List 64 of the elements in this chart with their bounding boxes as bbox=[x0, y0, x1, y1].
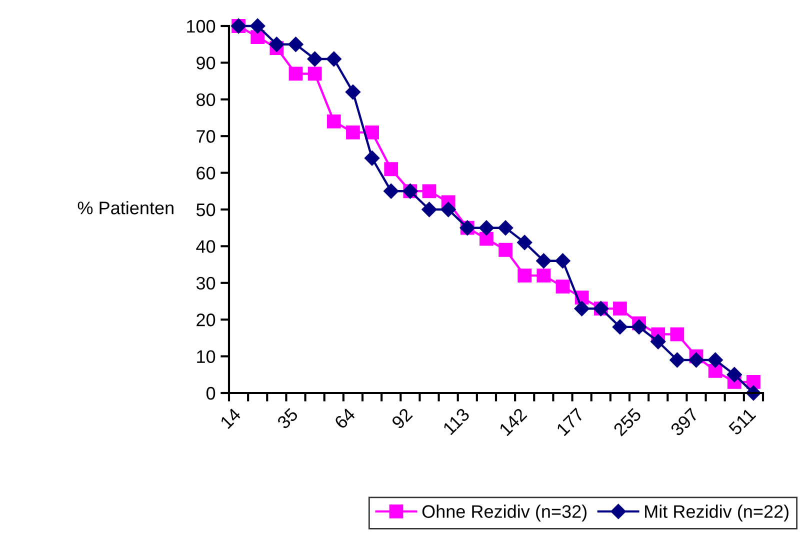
point bbox=[250, 18, 266, 34]
y-tick-label: 80 bbox=[196, 93, 216, 106]
point bbox=[574, 301, 590, 316]
x-tick-label: 511 bbox=[728, 408, 756, 436]
y-tick-label: 0 bbox=[206, 386, 216, 400]
y-tick-label: 90 bbox=[196, 56, 216, 70]
point bbox=[708, 364, 722, 378]
y-tick-label: 70 bbox=[196, 130, 216, 143]
y-tick-label: 50 bbox=[196, 203, 216, 216]
point bbox=[631, 319, 647, 335]
point bbox=[708, 352, 723, 368]
x-tick-label: 113 bbox=[442, 407, 470, 436]
point bbox=[326, 114, 341, 128]
point bbox=[498, 220, 514, 236]
point bbox=[650, 334, 666, 350]
point bbox=[670, 327, 684, 342]
point bbox=[365, 125, 379, 140]
y-axis-title: % Patienten bbox=[78, 201, 174, 214]
point bbox=[613, 302, 627, 316]
point bbox=[517, 234, 532, 250]
point bbox=[556, 280, 570, 294]
legend-label: Mit Rezidiv (n=22) bbox=[645, 504, 788, 522]
point bbox=[498, 242, 512, 257]
x-tick-label: 142 bbox=[498, 407, 528, 436]
point bbox=[612, 319, 628, 335]
point bbox=[422, 184, 436, 198]
point bbox=[536, 268, 551, 283]
point bbox=[364, 150, 380, 166]
y-tick-label: 30 bbox=[196, 276, 216, 290]
point bbox=[384, 184, 399, 199]
point bbox=[536, 253, 552, 268]
point bbox=[726, 367, 742, 382]
point bbox=[308, 66, 322, 81]
point bbox=[345, 84, 361, 100]
point bbox=[518, 268, 532, 283]
point bbox=[307, 51, 322, 67]
x-tick-label: 92 bbox=[390, 407, 413, 430]
x-tick-label: 397 bbox=[670, 407, 700, 437]
point bbox=[440, 202, 456, 218]
point bbox=[422, 202, 437, 218]
legend-label: Ohne Rezidiv (n=32) bbox=[422, 504, 587, 522]
point bbox=[478, 220, 494, 236]
y-tick-label: 40 bbox=[196, 240, 216, 253]
point bbox=[670, 352, 685, 368]
point bbox=[688, 352, 704, 368]
y-tick-label: 20 bbox=[196, 314, 216, 326]
point bbox=[326, 51, 342, 67]
point bbox=[746, 375, 760, 389]
x-tick-label: 255 bbox=[612, 407, 642, 437]
x-tick-label: 64 bbox=[334, 407, 356, 430]
point bbox=[346, 125, 360, 140]
point bbox=[288, 36, 304, 52]
point bbox=[384, 162, 398, 176]
y-tick-label: 60 bbox=[196, 166, 216, 180]
point bbox=[288, 66, 303, 81]
x-tick-label: 177 bbox=[556, 408, 584, 436]
point bbox=[250, 30, 265, 44]
x-tick-label: 35 bbox=[276, 407, 299, 430]
y-tick-label: 10 bbox=[197, 350, 216, 364]
y-tick-label: 100 bbox=[187, 20, 216, 33]
point bbox=[555, 253, 570, 268]
point bbox=[480, 232, 494, 246]
x-tick-label: 14 bbox=[220, 407, 242, 429]
point bbox=[269, 36, 284, 52]
